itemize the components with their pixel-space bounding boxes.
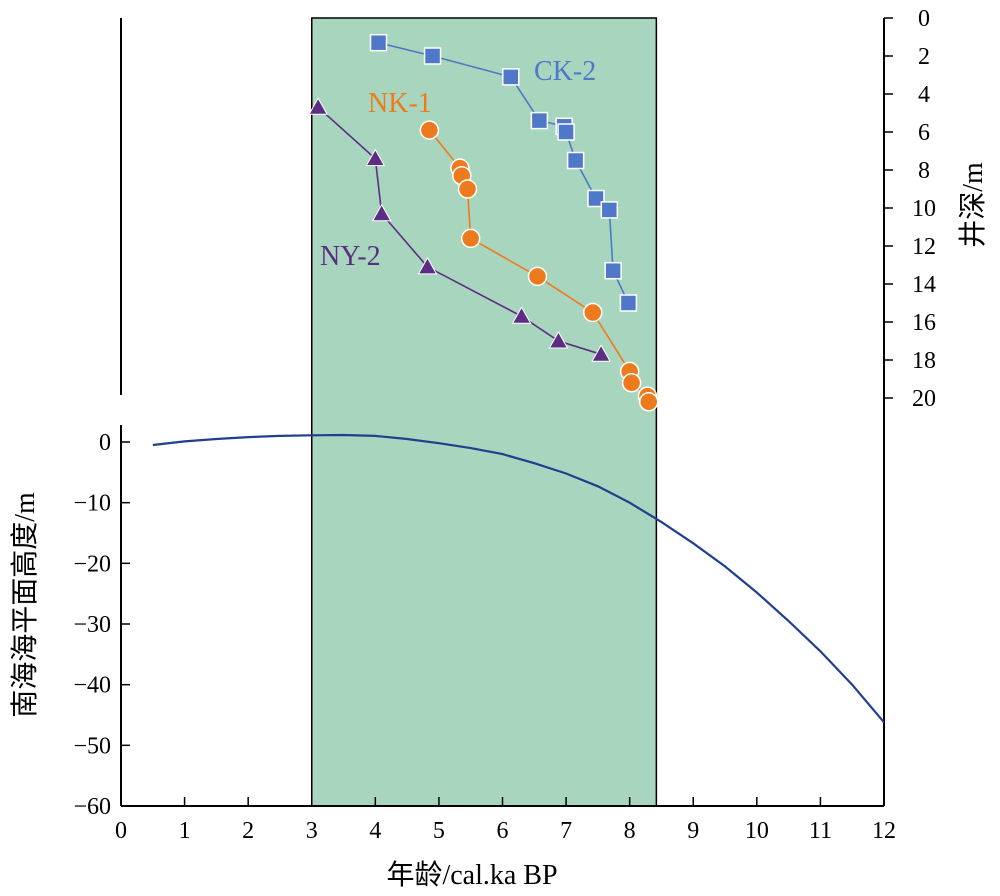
right-y-axis-title: 井深/m bbox=[957, 162, 989, 248]
data-point-ck-2 bbox=[600, 201, 619, 219]
data-point-ck-2 bbox=[604, 261, 622, 280]
data-point-ck-2 bbox=[619, 294, 638, 312]
data-point-ny-2 bbox=[371, 203, 392, 222]
left-y-axis-title: 南海海平面高度/m bbox=[9, 492, 41, 718]
right-y-tick-label: 2 bbox=[918, 44, 930, 70]
data-point-ny-2 bbox=[308, 97, 328, 115]
data-point-ck-2 bbox=[423, 47, 442, 65]
right-y-tick-label: 18 bbox=[912, 348, 936, 374]
left-y-tick-label: −30 bbox=[73, 612, 111, 638]
left-y-tick-label: −60 bbox=[73, 794, 111, 820]
x-tick-label: 10 bbox=[745, 818, 769, 844]
data-point-ny-2 bbox=[365, 148, 386, 167]
right-y-tick-label: 4 bbox=[918, 82, 930, 108]
data-point-ny-2 bbox=[591, 344, 611, 362]
data-point-nk-1 bbox=[460, 228, 481, 249]
data-point-nk-1 bbox=[583, 302, 603, 323]
right-y-tick-label: 10 bbox=[912, 196, 936, 222]
x-tick-label: 1 bbox=[179, 818, 191, 844]
x-tick-label: 5 bbox=[433, 818, 445, 844]
right-y-tick-label: 14 bbox=[912, 272, 936, 298]
x-tick-label: 9 bbox=[687, 818, 699, 844]
x-tick-label: 2 bbox=[242, 818, 254, 844]
left-y-tick-label: −20 bbox=[73, 551, 111, 577]
shaded-band bbox=[311, 17, 658, 807]
data-point-nk-1 bbox=[638, 392, 659, 412]
right-y-tick-label: 6 bbox=[918, 120, 930, 146]
x-tick-label: 12 bbox=[872, 818, 896, 844]
data-point-nk-1 bbox=[419, 120, 440, 140]
data-point-ck-2 bbox=[566, 151, 585, 170]
sea-level-curve bbox=[152, 433, 884, 725]
data-point-ck-2 bbox=[557, 123, 575, 141]
data-point-nk-1 bbox=[457, 179, 478, 199]
data-point-ny-2 bbox=[548, 330, 569, 349]
data-point-ck-2 bbox=[369, 33, 388, 52]
series-label-ny-2: NY-2 bbox=[320, 241, 381, 272]
data-point-ny-2 bbox=[417, 256, 438, 275]
data-point-nk-1 bbox=[621, 373, 642, 393]
x-tick-label: 6 bbox=[497, 818, 509, 844]
right-y-tick-label: 16 bbox=[912, 310, 936, 336]
x-tick-label: 7 bbox=[560, 818, 572, 844]
x-tick-label: 11 bbox=[809, 818, 832, 844]
right-y-tick-label: 8 bbox=[918, 158, 930, 184]
data-point-ny-2 bbox=[511, 306, 532, 324]
left-y-tick-label: −40 bbox=[73, 673, 111, 699]
right-y-tick-label: 0 bbox=[918, 6, 930, 32]
x-axis-title: 年龄/cal.ka BP bbox=[386, 859, 557, 891]
data-point-ck-2 bbox=[502, 68, 520, 86]
left-y-tick-label: −50 bbox=[73, 733, 111, 759]
right-y-tick-label: 20 bbox=[912, 386, 936, 412]
left-y-tick-label: −10 bbox=[73, 491, 111, 517]
x-tick-label: 3 bbox=[306, 818, 318, 844]
left-y-tick-label: 0 bbox=[99, 430, 111, 456]
data-point-ck-2 bbox=[530, 111, 549, 130]
x-tick-label: 0 bbox=[115, 818, 127, 844]
right-y-tick-label: 12 bbox=[912, 234, 936, 260]
series-label-ck-2: CK-2 bbox=[534, 56, 596, 87]
data-point-ck-2 bbox=[587, 189, 605, 208]
data-point-nk-1 bbox=[527, 266, 548, 287]
x-tick-label: 4 bbox=[369, 818, 381, 844]
x-tick-label: 8 bbox=[624, 818, 636, 844]
series-label-nk-1: NK-1 bbox=[368, 88, 432, 119]
